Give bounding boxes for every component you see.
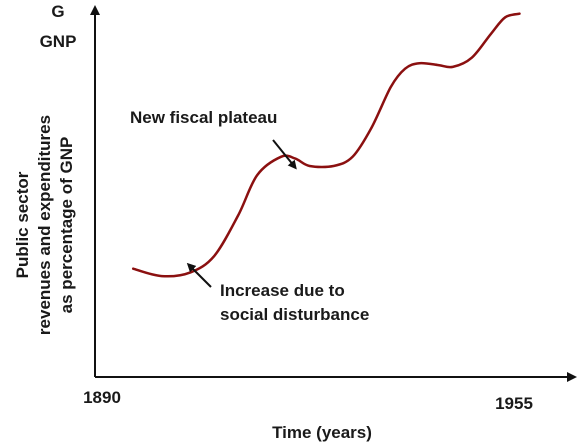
y-axis-label-line3: as percentage of GNP (57, 137, 76, 314)
series-line (131, 12, 521, 278)
y-axis-label-line2: revenues and expenditures (35, 115, 54, 335)
y-top-label-g: G (51, 2, 64, 21)
x-axis-label: Time (years) (272, 423, 372, 442)
y-axis-label: Public sector revenues and expenditures … (13, 115, 76, 335)
annotation-social-disturbance-line2: social disturbance (220, 305, 369, 324)
x-tick-label-start: 1890 (83, 388, 121, 407)
x-tick-label-end: 1955 (495, 394, 533, 413)
annotation-fiscal-plateau: New fiscal plateau (130, 108, 277, 127)
annotation-fiscal-plateau-arrow (272, 139, 297, 170)
y-top-label-gnp: GNP (40, 32, 77, 51)
y-axis-label-line1: Public sector (13, 171, 32, 278)
annotation-social-disturbance-line1: Increase due to (220, 281, 345, 300)
annotation-social-disturbance-arrow (186, 262, 212, 288)
